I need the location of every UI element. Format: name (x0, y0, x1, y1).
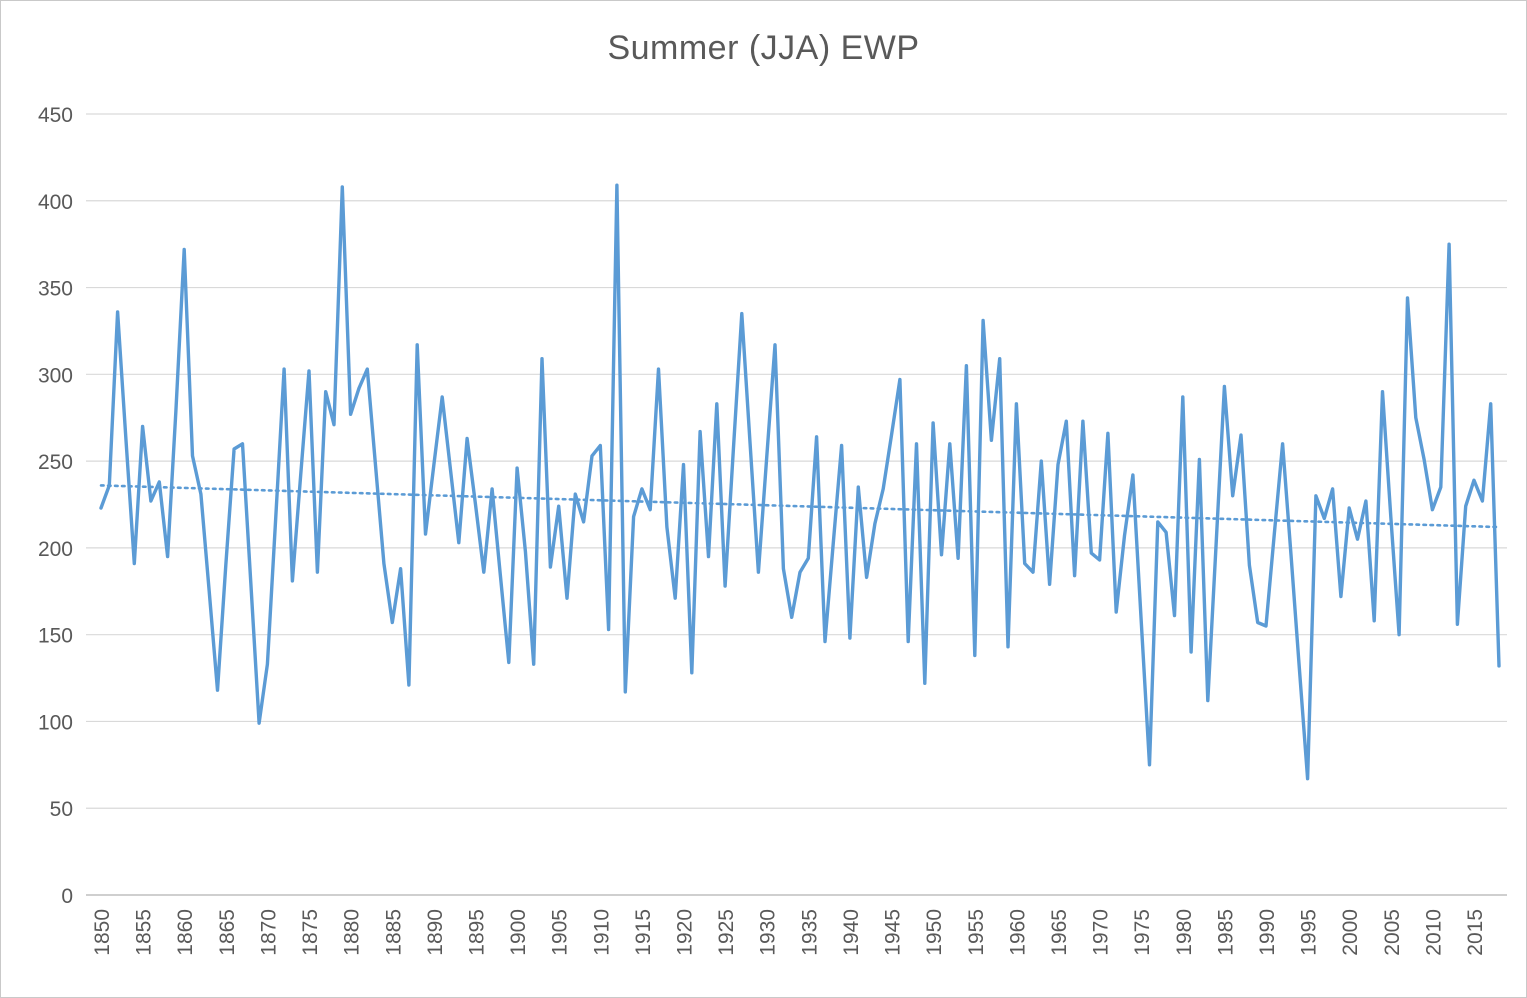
x-axis-tick-label: 1990 (1256, 909, 1279, 956)
x-axis-tick-label: 1985 (1214, 909, 1237, 956)
x-axis-tick-label: 1875 (299, 909, 322, 956)
x-axis-tick-label: 1965 (1048, 909, 1071, 956)
x-axis-tick-label: 1925 (715, 909, 738, 956)
x-axis-tick-label: 2005 (1381, 909, 1404, 956)
x-axis-tick-label: 1870 (257, 909, 280, 956)
chart-title: Summer (JJA) EWP (607, 29, 920, 67)
x-axis-tick-label: 1885 (382, 909, 405, 956)
x-axis-tick-label: 1950 (923, 909, 946, 956)
x-axis-tick-label: 1920 (674, 909, 697, 956)
series-line (99, 183, 1501, 781)
x-axis-tick-label: 1975 (1131, 909, 1154, 956)
y-axis-tick-label: 150 (38, 625, 73, 648)
x-axis-tick-label: 1890 (424, 909, 447, 956)
y-axis-tick-label: 50 (50, 798, 73, 821)
y-axis-tick-label: 100 (38, 711, 73, 734)
x-axis-tick-label: 1955 (965, 909, 988, 956)
x-axis-tick-label: 1960 (1006, 909, 1029, 956)
x-axis-tick-label: 2015 (1464, 909, 1487, 956)
x-axis-tick-label: 1900 (507, 909, 530, 956)
x-axis-tick-label: 1940 (840, 909, 863, 956)
x-axis-tick-label: 1880 (341, 909, 364, 956)
trend-line (99, 484, 1501, 529)
x-axis-tick-label: 1935 (798, 909, 821, 956)
x-axis-tick-label: 1995 (1298, 909, 1321, 956)
x-axis-tick-label: 1915 (632, 909, 655, 956)
x-axis-tick-label: 1865 (216, 909, 239, 956)
y-axis-tick-label: 350 (38, 278, 73, 301)
x-axis-tick-label: 1930 (757, 909, 780, 956)
x-axis-tick-label: 2010 (1422, 909, 1445, 956)
y-axis-tick-label: 200 (38, 538, 73, 561)
x-axis-tick-label: 1895 (465, 909, 488, 956)
x-axis-tick-label: 2000 (1339, 909, 1362, 956)
y-axis-tick-label: 400 (38, 191, 73, 214)
x-axis-tick-label: 1905 (549, 909, 572, 956)
y-axis-tick-label: 300 (38, 364, 73, 387)
x-axis-tick-label: 1860 (174, 909, 197, 956)
y-axis-tick-label: 450 (38, 104, 73, 127)
y-axis-tick-label: 250 (38, 451, 73, 474)
x-axis-tick-label: 1980 (1173, 909, 1196, 956)
x-axis-tick-label: 1970 (1090, 909, 1113, 956)
x-axis-tick-label: 1855 (133, 909, 156, 956)
x-axis-tick-label: 1910 (590, 909, 613, 956)
y-axis-tick-label: 0 (61, 885, 73, 908)
x-axis-tick-label: 1945 (882, 909, 905, 956)
x-axis-tick-label: 1850 (91, 909, 114, 956)
